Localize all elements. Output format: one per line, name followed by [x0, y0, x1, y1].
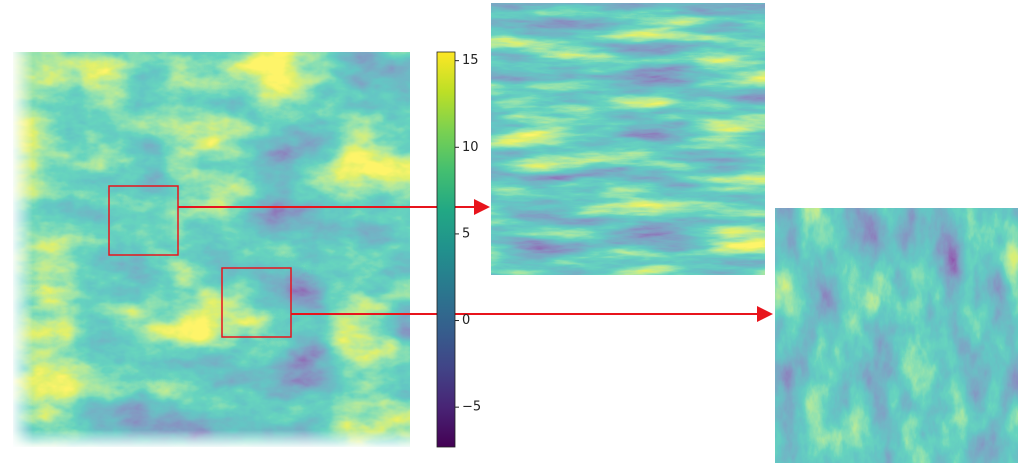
image-fade — [13, 430, 410, 447]
colorbar-tick-label: 0 — [462, 313, 470, 328]
colorbar — [437, 52, 455, 447]
zoom-inset — [775, 208, 1018, 463]
colorbar-tick-label: −5 — [462, 400, 481, 415]
colorbar-tick-label: 15 — [462, 53, 479, 68]
zoom-inset — [491, 3, 765, 275]
figure: 15 10 5 0 −5 — [0, 0, 1018, 465]
heatmap-image — [13, 52, 410, 447]
colorbar-tick-label: 10 — [462, 140, 479, 155]
image-fade — [13, 52, 33, 447]
colorbar-tick-label: 5 — [462, 226, 470, 241]
